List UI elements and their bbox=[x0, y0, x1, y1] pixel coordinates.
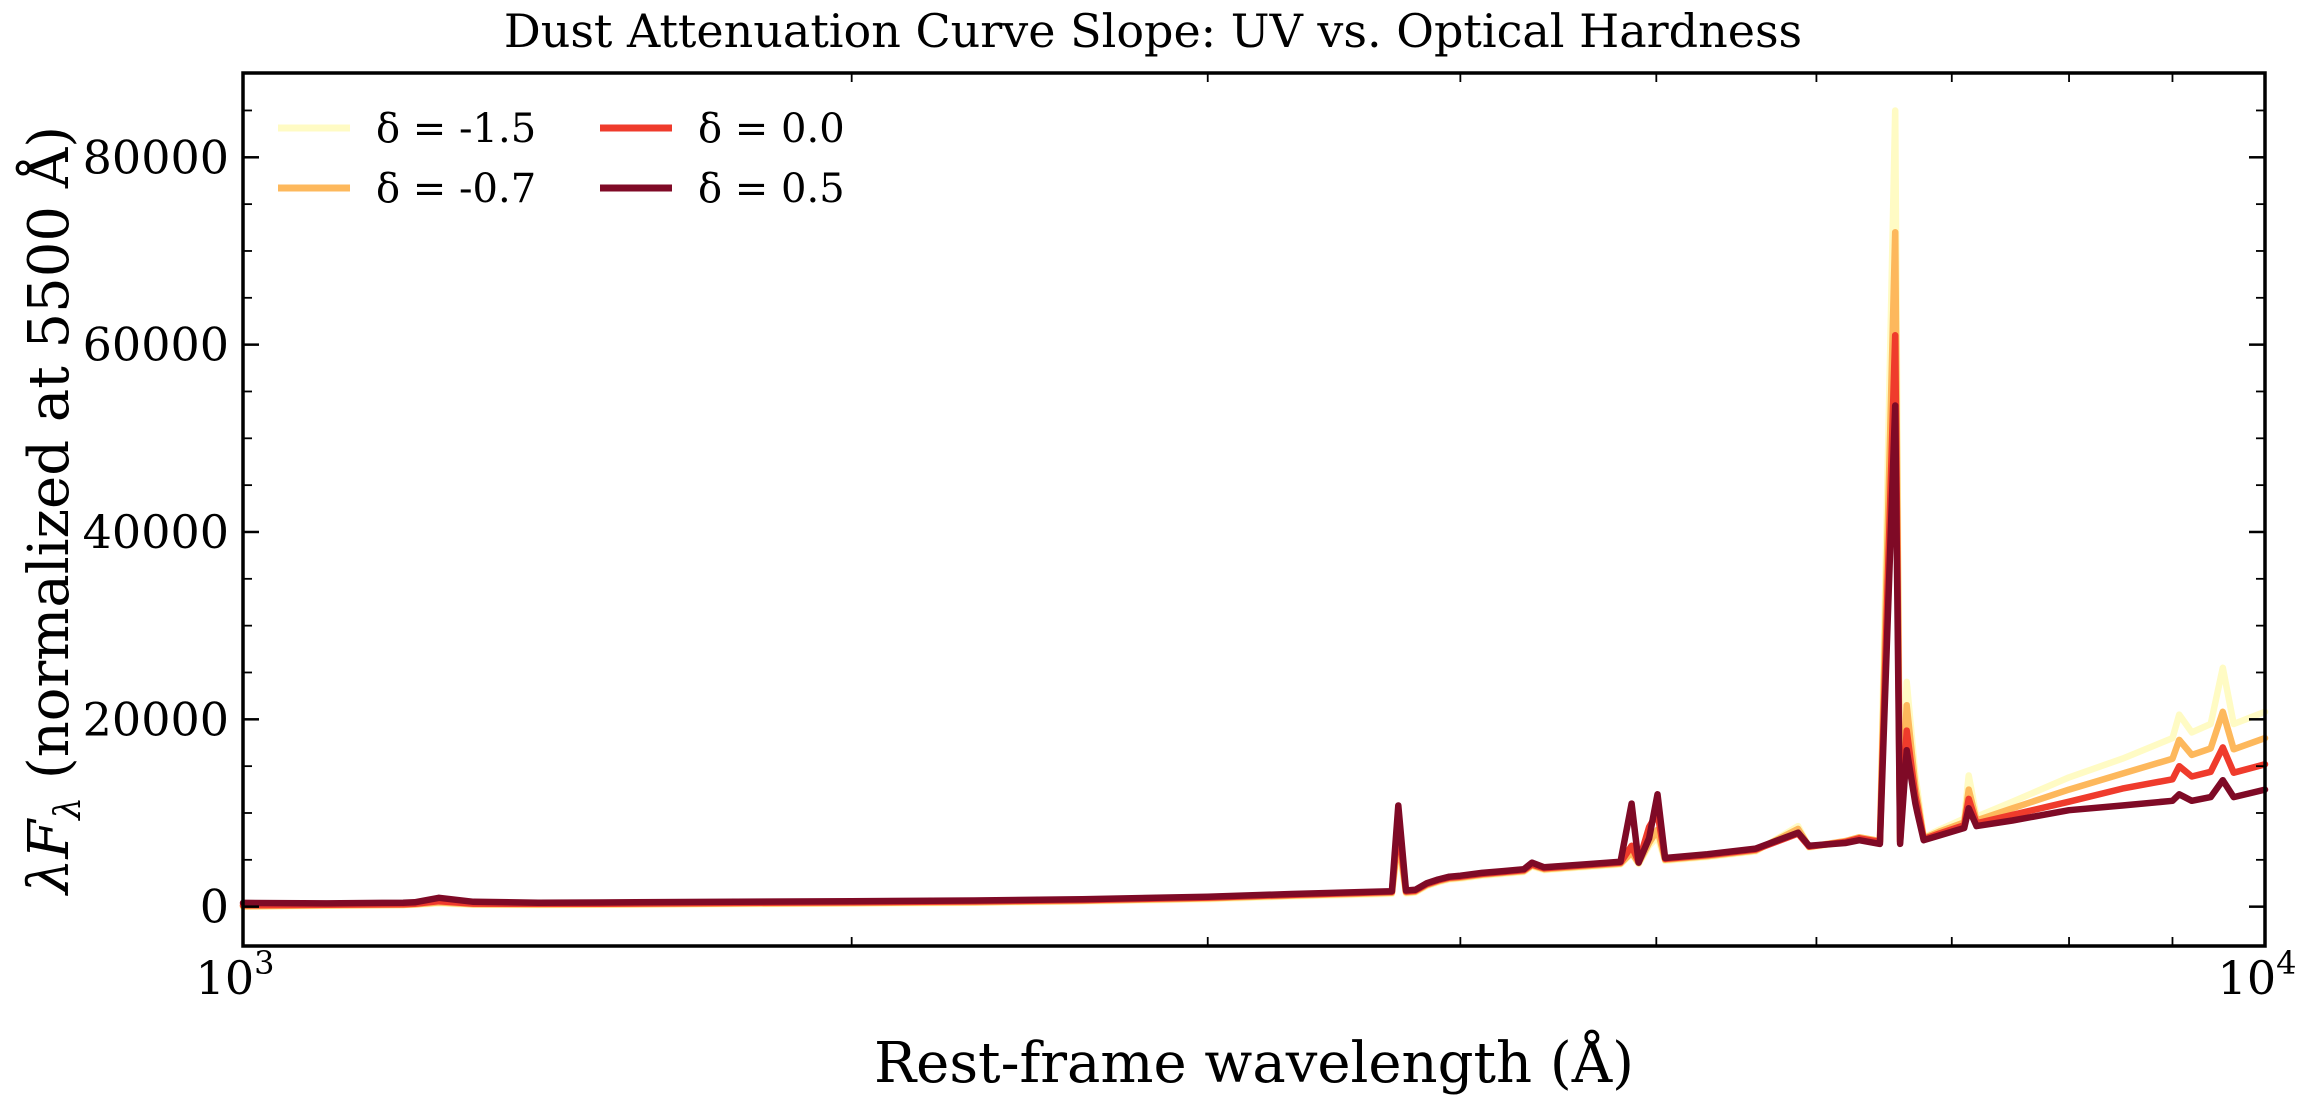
legend-label-0: δ = -1.5 bbox=[376, 106, 536, 152]
y-tick-label-1: 20000 bbox=[83, 692, 229, 746]
y-tick-label-2: 40000 bbox=[83, 505, 229, 559]
x-axis-label: Rest-frame wavelength (Å) bbox=[874, 1029, 1634, 1096]
y-axis-label: λFλ (normalized at 5500 Å) bbox=[15, 126, 89, 896]
plot-area bbox=[239, 71, 2269, 948]
chart-title: Dust Attenuation Curve Slope: UV vs. Opt… bbox=[504, 4, 1802, 58]
y-axis-label-rest: (normalized at 5500 Å) bbox=[15, 126, 82, 797]
x-tick-label-0: 103 bbox=[196, 944, 275, 1005]
y-axis-label-main: λF bbox=[17, 818, 82, 896]
series-layer bbox=[239, 107, 2269, 910]
x-tick-label-1: 104 bbox=[2218, 944, 2297, 1005]
legend-label-1: δ = -0.7 bbox=[376, 166, 536, 212]
plot-frame bbox=[241, 71, 2267, 948]
y-tick-labels: 0 20000 40000 60000 80000 bbox=[83, 130, 229, 933]
y-tick-label-4: 80000 bbox=[83, 130, 229, 184]
legend: δ = -1.5 δ = -0.7 δ = 0.0 δ = 0.5 bbox=[278, 106, 845, 212]
y-axis-label-sub: λ bbox=[48, 797, 89, 822]
x-tick-labels: 103 104 bbox=[196, 944, 2297, 1005]
series-line-3 bbox=[239, 402, 2269, 907]
legend-label-3: δ = 0.5 bbox=[698, 166, 845, 212]
y-tick-label-3: 60000 bbox=[83, 318, 229, 372]
series-line-0 bbox=[239, 107, 2269, 910]
ticks-layer bbox=[241, 73, 2267, 946]
legend-label-2: δ = 0.0 bbox=[698, 106, 845, 152]
series-line-1 bbox=[239, 228, 2269, 910]
y-tick-label-0: 0 bbox=[200, 880, 229, 934]
